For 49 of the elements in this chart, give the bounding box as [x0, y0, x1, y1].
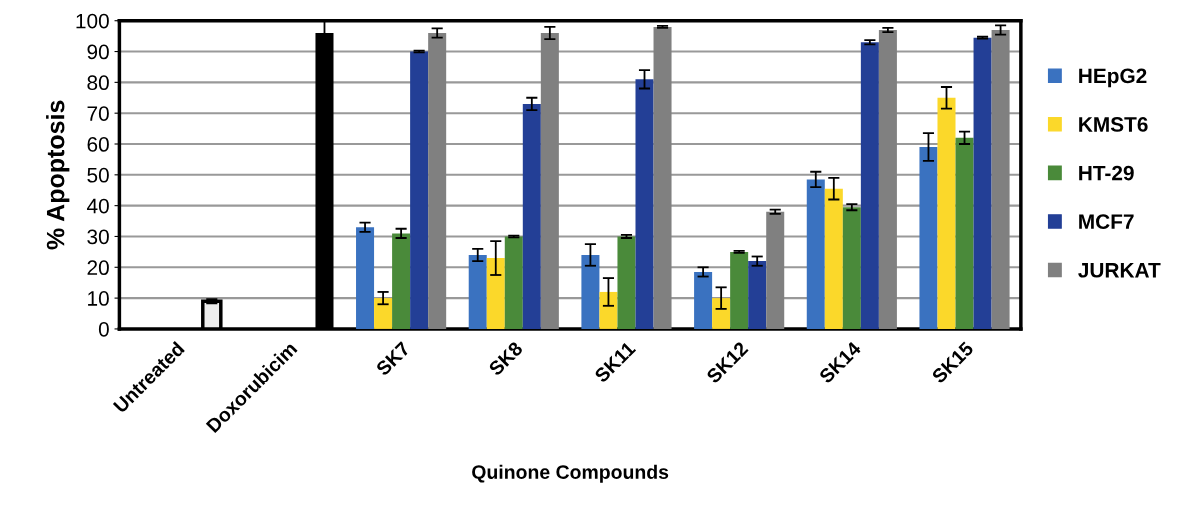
bar — [522, 103, 541, 329]
bar — [955, 137, 974, 329]
y-tick-label: 0 — [98, 321, 109, 337]
bar — [806, 179, 825, 329]
bar — [392, 233, 411, 329]
bar — [468, 254, 487, 329]
bar — [617, 236, 636, 329]
bar — [356, 227, 375, 329]
y-tick-label: 70 — [87, 106, 109, 121]
bar — [486, 258, 505, 329]
bar — [766, 211, 785, 329]
bar — [973, 37, 992, 329]
x-tick-label: SK8 — [487, 340, 524, 377]
bar — [730, 251, 749, 329]
bar — [410, 51, 429, 329]
y-tick-label: 80 — [87, 75, 109, 91]
bar — [653, 26, 672, 329]
legend-label: HT-29 — [1079, 165, 1134, 181]
bar — [919, 147, 938, 329]
bar — [599, 291, 618, 329]
bar — [581, 254, 600, 329]
bar — [540, 33, 559, 329]
bar — [824, 188, 843, 329]
y-tick-label: 20 — [87, 260, 109, 276]
bar — [842, 207, 861, 329]
bar — [712, 298, 731, 329]
bar — [694, 271, 713, 329]
legend-label: MCF7 — [1079, 214, 1134, 229]
y-tick-label: 40 — [86, 198, 109, 214]
x-axis-title: Quinone Compounds — [472, 464, 669, 483]
y-tick-label: 100 — [76, 13, 109, 29]
bar — [937, 97, 956, 329]
y-tick-label: 90 — [87, 44, 109, 60]
bar — [748, 261, 767, 329]
legend-label: HEpG2 — [1079, 68, 1147, 88]
y-tick-label: 60 — [87, 137, 109, 152]
legend-label: JURKAT — [1078, 263, 1161, 278]
bar — [991, 29, 1010, 329]
y-axis-title: % Apoptosis — [46, 100, 70, 250]
bar — [504, 236, 523, 329]
y-tick-label: 10 — [88, 291, 109, 306]
legend-label: KMST6 — [1079, 117, 1148, 132]
bar — [635, 79, 654, 329]
y-tick-label: 50 — [87, 167, 109, 183]
bar — [374, 298, 393, 329]
y-tick-label: 30 — [87, 229, 109, 245]
bar — [860, 42, 879, 329]
bar — [878, 29, 897, 329]
bar — [428, 33, 447, 329]
